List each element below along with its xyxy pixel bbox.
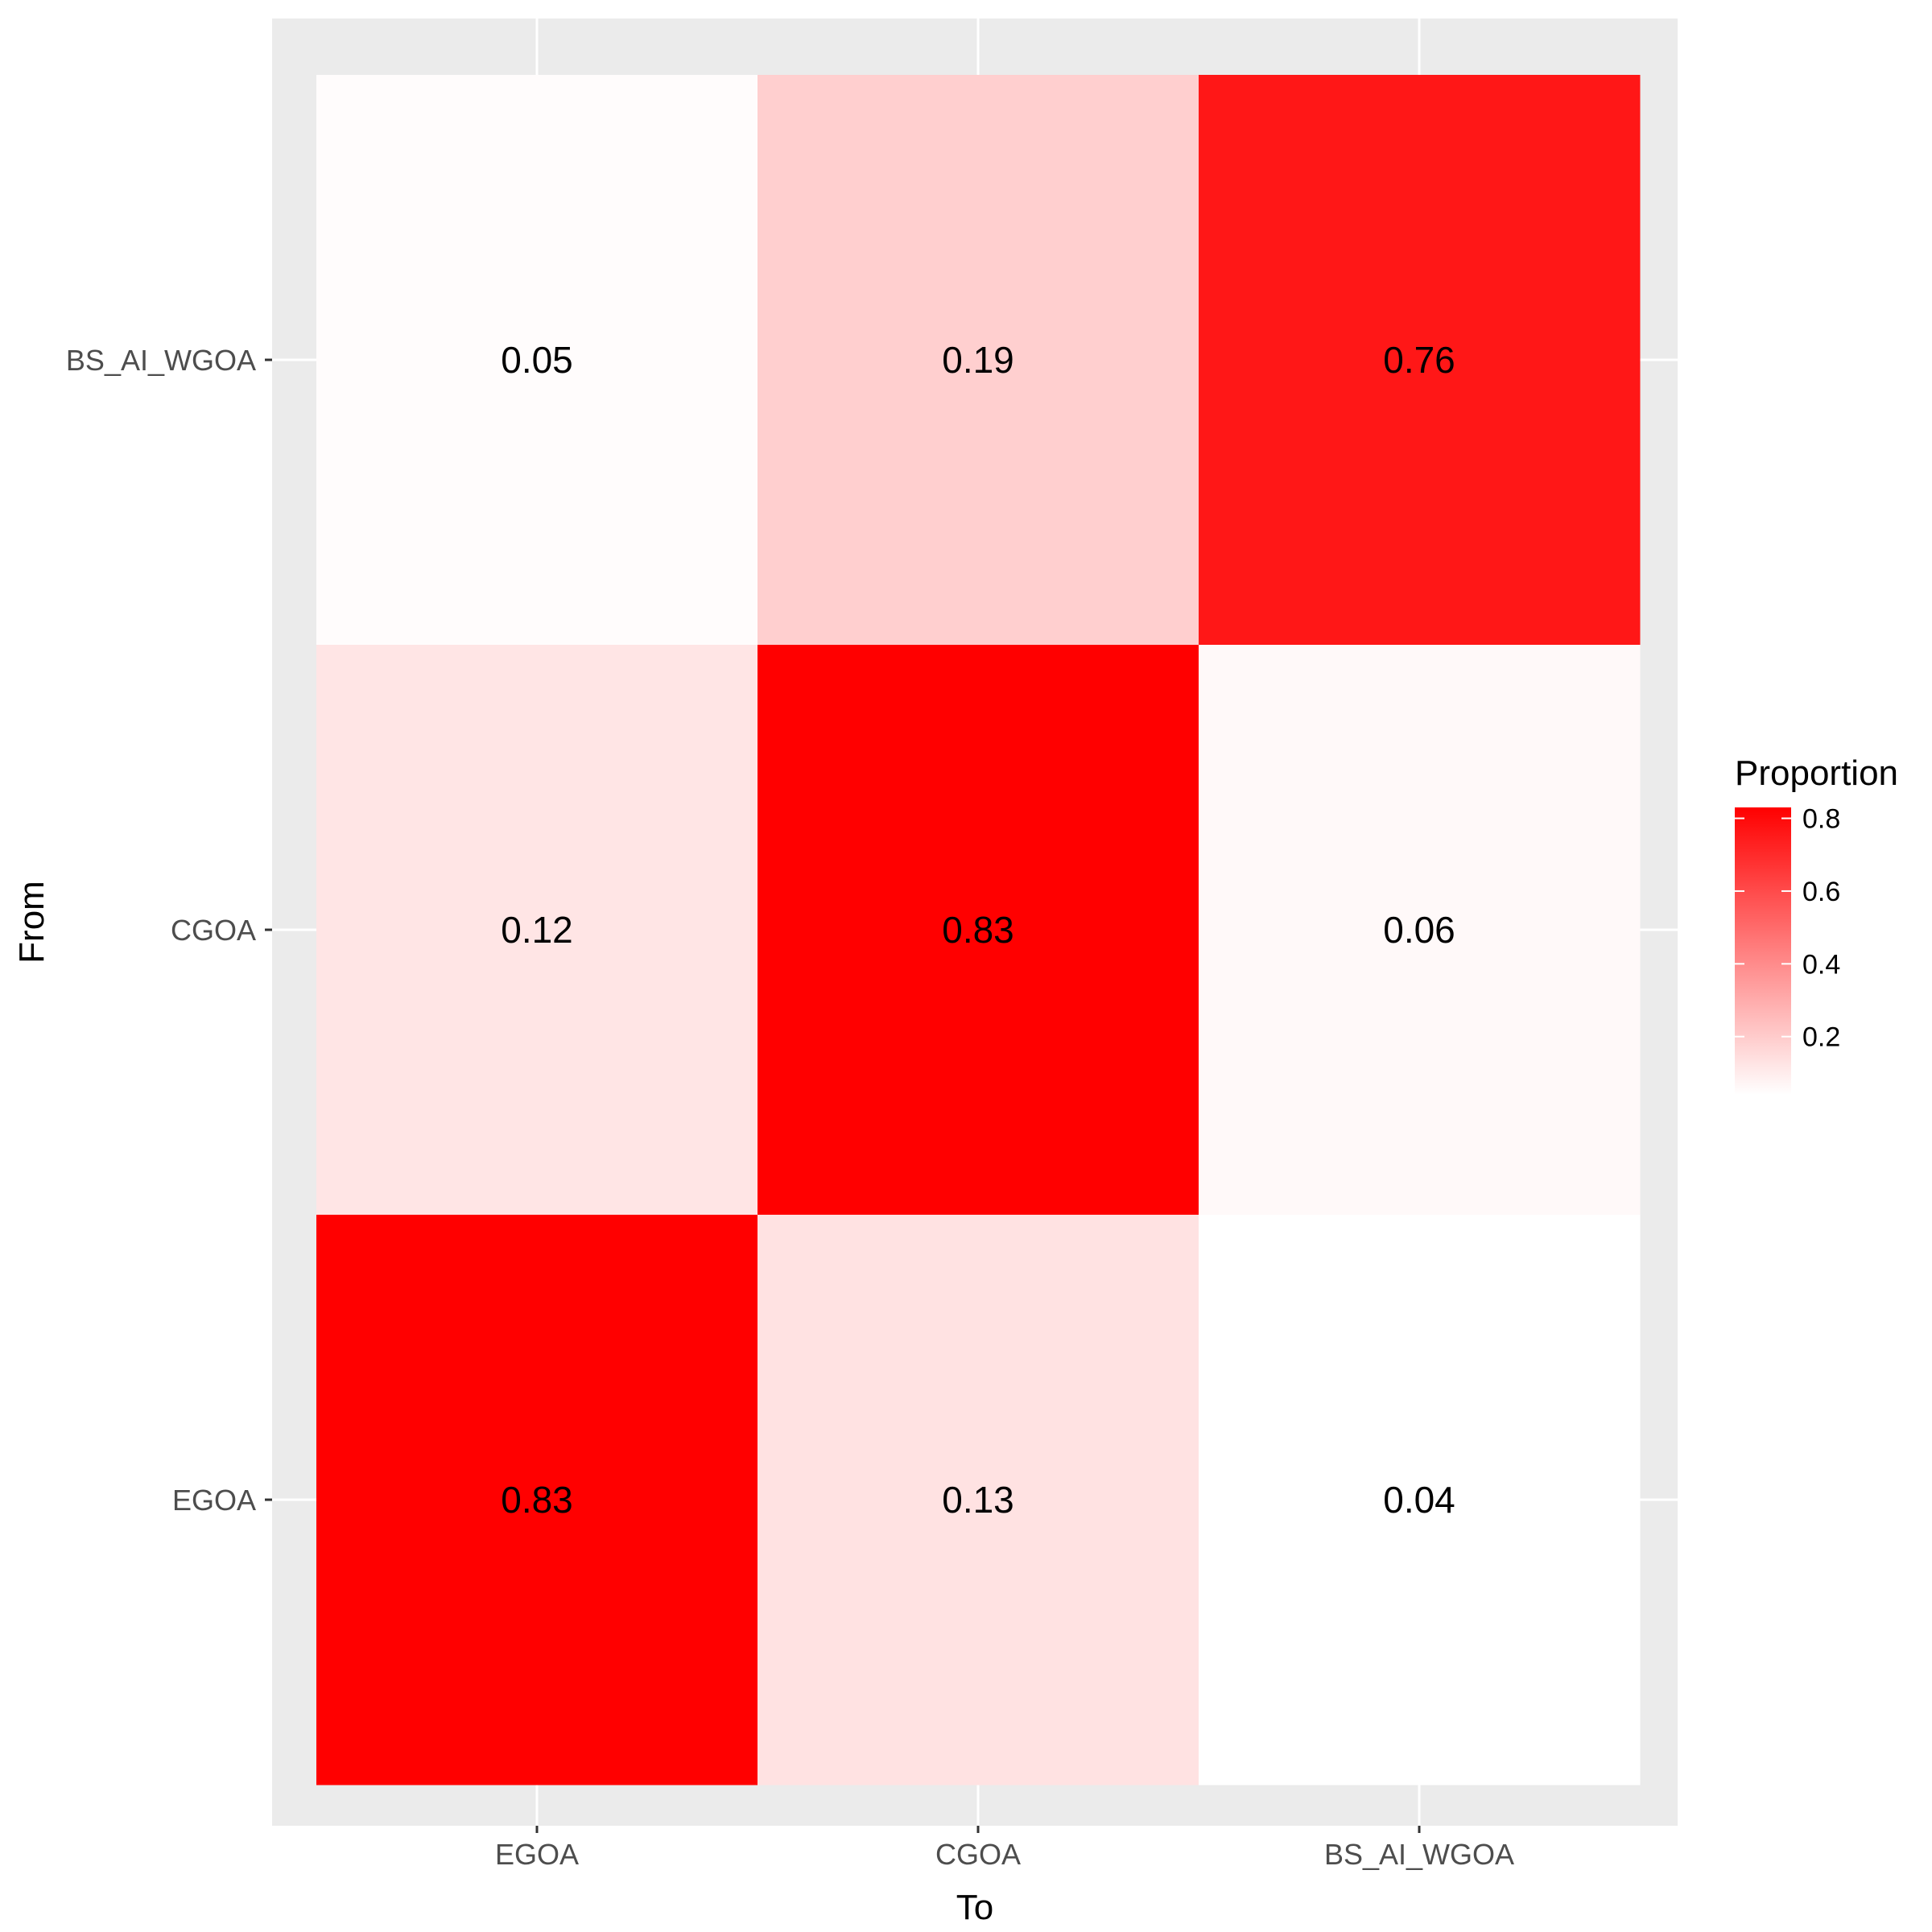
- cell-value-label: 0.12: [501, 909, 573, 951]
- x-tick-label: BS_AI_WGOA: [1324, 1838, 1514, 1871]
- cell-value-label: 0.83: [501, 1479, 573, 1521]
- legend-colorbar: [1735, 807, 1791, 1095]
- heatmap-cell: [316, 1215, 758, 1785]
- heatmap-cell: [1199, 1215, 1641, 1785]
- cell-value-label: 0.13: [942, 1479, 1014, 1521]
- legend-tick-label: 0.2: [1802, 1022, 1840, 1053]
- heatmap-cells: [316, 75, 1641, 1785]
- y-tick-label: BS_AI_WGOA: [66, 344, 256, 377]
- cell-value-label: 0.83: [942, 909, 1014, 951]
- heatmap-cell: [316, 75, 758, 646]
- y-tick-label: EGOA: [172, 1484, 256, 1517]
- legend-ticks: 0.8 0.6 0.4 0.2: [1735, 804, 1840, 1053]
- y-tick-label: CGOA: [171, 914, 256, 947]
- legend-tick-label: 0.4: [1802, 949, 1840, 980]
- cell-value-labels: 0.05 0.19 0.76 0.12 0.83 0.06 0.83 0.13 0.04: [501, 339, 1455, 1521]
- heatmap-cell: [758, 1215, 1199, 1785]
- heatmap-cell: [316, 645, 758, 1216]
- y-axis-title: From: [12, 881, 52, 964]
- legend-title: Proportion: [1735, 753, 1898, 793]
- cell-value-label: 0.06: [1383, 909, 1455, 951]
- x-tick-label: EGOA: [495, 1838, 579, 1871]
- heatmap-cell: [758, 75, 1199, 646]
- heatmap-cell: [1199, 75, 1641, 646]
- x-tick-label: CGOA: [935, 1838, 1021, 1871]
- heatmap-cell: [758, 645, 1199, 1216]
- heatmap-cell: [1199, 645, 1641, 1216]
- cell-value-label: 0.76: [1383, 339, 1455, 381]
- y-axis: EGOA CGOA BS_AI_WGOA: [66, 344, 272, 1517]
- x-axis-title: To: [956, 1888, 993, 1927]
- legend-tick-label: 0.8: [1802, 804, 1840, 835]
- legend-tick-label: 0.6: [1802, 877, 1840, 907]
- cell-value-label: 0.04: [1383, 1479, 1455, 1521]
- cell-value-label: 0.05: [501, 339, 573, 381]
- x-axis: EGOA CGOA BS_AI_WGOA: [495, 1826, 1514, 1871]
- cell-value-label: 0.19: [942, 339, 1014, 381]
- color-legend: Proportion 0.8 0.6 0.4 0.2: [1735, 753, 1898, 1095]
